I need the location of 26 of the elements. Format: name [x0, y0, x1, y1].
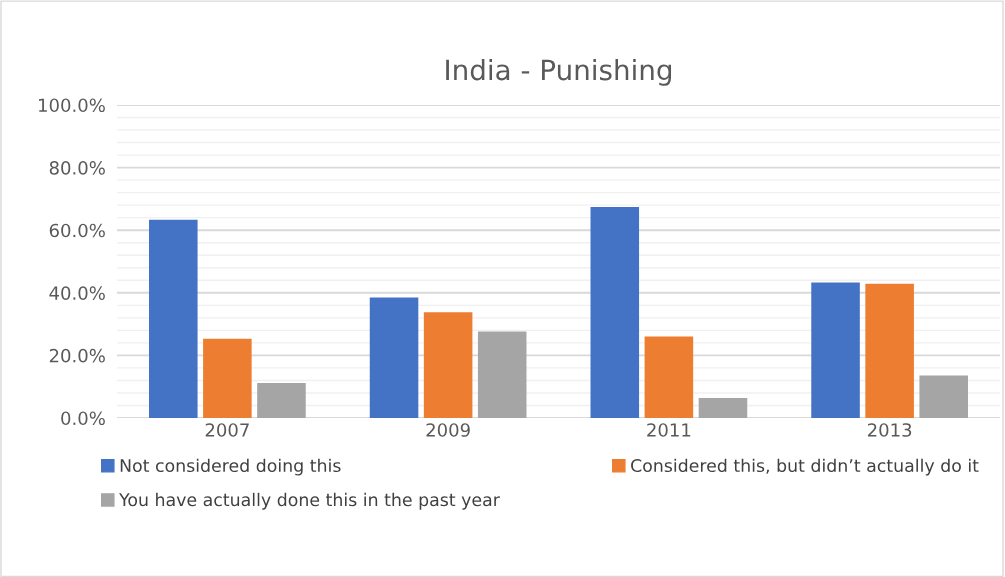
- bar: [149, 219, 198, 418]
- bar: [423, 312, 473, 418]
- legend-label: You have actually done this in the past year: [119, 492, 500, 510]
- y-tick-label: 40.0%: [49, 286, 105, 300]
- bar: [477, 331, 527, 418]
- bar: [865, 283, 914, 418]
- y-tick-label: 100.0%: [39, 98, 105, 113]
- legend-label: Considered this, but didn’t actually do it: [631, 458, 979, 476]
- bar: [919, 375, 968, 418]
- bar: [590, 207, 640, 418]
- y-tick-label: 0.0%: [61, 411, 105, 426]
- legend-label: Not considered doing this: [120, 458, 341, 476]
- bar: [203, 338, 252, 418]
- bar: [644, 336, 694, 418]
- bar: [257, 382, 306, 418]
- x-tick-label: 2011: [647, 423, 691, 437]
- bar: [369, 297, 419, 418]
- chart-title: India - Punishing: [446, 58, 672, 86]
- bar: [811, 282, 860, 418]
- y-tick-label: 60.0%: [49, 223, 105, 238]
- x-tick-label: 2009: [426, 423, 470, 437]
- x-tick-label: 2007: [205, 423, 249, 437]
- y-tick-label: 20.0%: [49, 348, 105, 363]
- bar: [698, 397, 748, 418]
- x-tick-label: 2013: [867, 423, 912, 437]
- y-tick-label: 80.0%: [49, 161, 105, 175]
